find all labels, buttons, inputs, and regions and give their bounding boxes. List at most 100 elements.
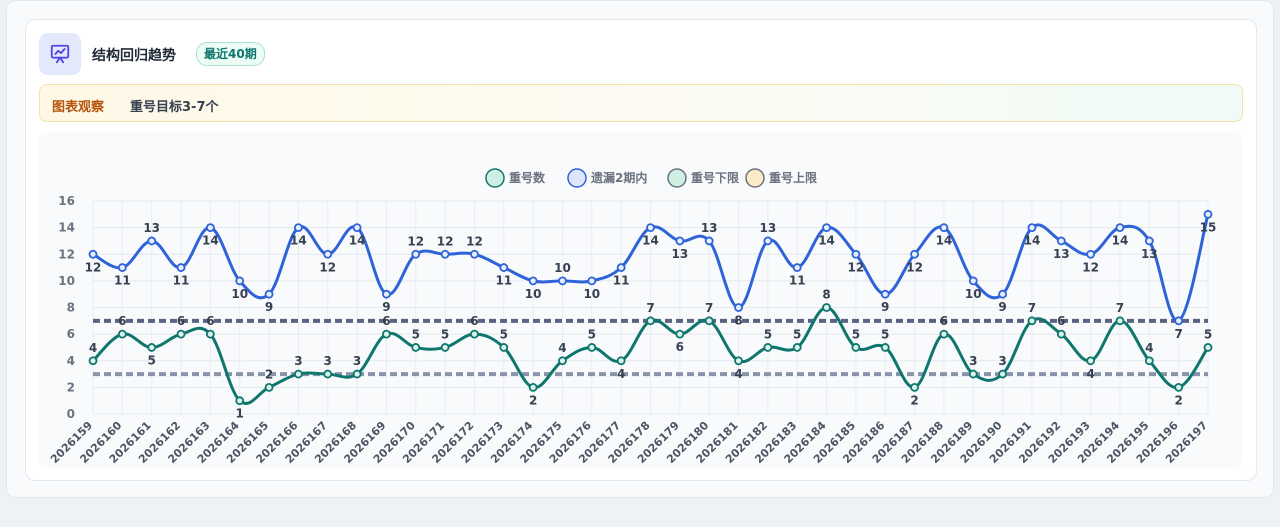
repeat-data-label: 3 bbox=[353, 354, 361, 368]
y-tick-label: 14 bbox=[58, 221, 75, 235]
repeat-point bbox=[1056, 329, 1066, 339]
repeat-data-label: 5 bbox=[852, 327, 860, 341]
missed-data-label: 14 bbox=[202, 234, 219, 248]
repeat-point bbox=[1203, 343, 1213, 352]
y-tick-label: 16 bbox=[58, 194, 75, 208]
missed-point bbox=[1174, 316, 1184, 326]
repeat-point bbox=[558, 356, 567, 366]
repeat-data-label: 6 bbox=[1057, 314, 1065, 328]
missed-data-label: 9 bbox=[998, 300, 1006, 314]
missed-point bbox=[411, 249, 421, 259]
y-tick-label: 0 bbox=[67, 407, 75, 421]
missed-point bbox=[939, 223, 949, 233]
missed-data-label: 12 bbox=[407, 234, 424, 248]
repeat-point bbox=[675, 329, 685, 339]
repeat-data-label: 3 bbox=[294, 354, 302, 368]
repeat-data-label: 2 bbox=[910, 393, 918, 407]
missed-data-label: 12 bbox=[466, 234, 483, 248]
page-container: 结构回归趋势 最近40期 图表观察 重号目标3-7个 重号数 遗漏2期内 重号下限 重… bbox=[6, 0, 1274, 498]
missed-point bbox=[88, 249, 98, 259]
repeat-point bbox=[968, 369, 978, 379]
repeat-data-label: 5 bbox=[881, 327, 889, 341]
repeat-point bbox=[587, 343, 597, 352]
missed-point bbox=[792, 263, 802, 272]
missed-point bbox=[1115, 223, 1125, 233]
y-tick-label: 12 bbox=[58, 247, 75, 261]
missed-data-label: 14 bbox=[642, 234, 659, 248]
repeat-data-label: 2 bbox=[1174, 393, 1182, 407]
repeat-point bbox=[939, 329, 949, 339]
missed-point bbox=[910, 249, 919, 259]
repeat-point bbox=[1086, 356, 1096, 366]
card-title: 结构回归趋势 bbox=[92, 48, 176, 64]
missed-data-label: 14 bbox=[818, 234, 835, 248]
missed-point bbox=[440, 249, 450, 259]
missed-point bbox=[264, 289, 274, 299]
missed-point bbox=[1056, 236, 1066, 246]
missed-point bbox=[235, 276, 245, 286]
missed-data-label: 11 bbox=[173, 274, 190, 288]
repeat-point bbox=[851, 343, 861, 352]
repeat-point bbox=[411, 343, 421, 352]
repeat-data-label: 5 bbox=[764, 327, 772, 341]
repeat-point bbox=[1144, 356, 1154, 366]
missed-data-label: 7 bbox=[1174, 327, 1182, 341]
missed-data-label: 10 bbox=[554, 261, 571, 275]
missed-data-label: 13 bbox=[701, 221, 718, 235]
missed-data-label: 9 bbox=[881, 300, 889, 314]
missed-data-label: 13 bbox=[671, 247, 688, 261]
legend-swatch bbox=[485, 168, 505, 188]
missed-point bbox=[704, 236, 714, 246]
missed-data-label: 13 bbox=[1053, 247, 1070, 261]
repeat-data-label: 5 bbox=[148, 353, 156, 367]
missed-data-label: 14 bbox=[1112, 234, 1129, 248]
missed-data-label: 15 bbox=[1200, 220, 1217, 234]
missed-data-label: 13 bbox=[1141, 247, 1158, 261]
repeat-data-label: 2 bbox=[265, 367, 273, 381]
missed-data-label: 11 bbox=[789, 274, 806, 288]
repeat-point bbox=[147, 343, 157, 352]
missed-point bbox=[1203, 209, 1213, 219]
repeat-data-label: 5 bbox=[412, 327, 420, 341]
repeat-point bbox=[910, 382, 919, 392]
missed-data-label: 12 bbox=[1082, 260, 1099, 274]
repeat-point bbox=[763, 343, 773, 352]
repeat-point bbox=[293, 369, 303, 379]
y-tick-label: 10 bbox=[58, 274, 75, 288]
y-tick-label: 8 bbox=[67, 301, 75, 315]
repeat-point bbox=[1027, 316, 1037, 326]
repeat-data-label: 8 bbox=[822, 288, 830, 302]
missed-data-label: 11 bbox=[495, 274, 512, 288]
missed-data-label: 12 bbox=[906, 260, 923, 274]
repeat-data-label: 1 bbox=[236, 407, 244, 421]
repeat-point bbox=[792, 343, 802, 352]
repeat-point bbox=[205, 329, 215, 339]
period-badge: 最近40期 bbox=[196, 42, 265, 66]
missed-data-label: 13 bbox=[143, 221, 160, 235]
legend-label: 重号上限 bbox=[769, 170, 817, 185]
missed-data-label: 14 bbox=[290, 234, 307, 248]
missed-point bbox=[1027, 223, 1037, 233]
missed-point bbox=[528, 276, 538, 286]
repeat-point bbox=[528, 382, 538, 392]
repeat-data-label: 6 bbox=[206, 314, 214, 328]
missed-point bbox=[851, 249, 861, 259]
repeat-point bbox=[235, 396, 245, 406]
repeat-point bbox=[822, 303, 831, 312]
repeat-data-label: 6 bbox=[940, 314, 948, 328]
legend-swatch bbox=[745, 168, 765, 188]
repeat-data-label: 3 bbox=[324, 354, 332, 368]
repeat-point bbox=[646, 316, 655, 326]
missed-data-label: 8 bbox=[734, 314, 742, 328]
y-tick-label: 4 bbox=[67, 354, 75, 368]
repeat-point bbox=[616, 356, 626, 366]
missed-point bbox=[1086, 249, 1096, 259]
missed-data-label: 10 bbox=[231, 287, 248, 301]
missed-data-label: 12 bbox=[319, 260, 336, 274]
missed-point bbox=[558, 276, 567, 286]
repeat-data-label: 3 bbox=[969, 354, 977, 368]
missed-point bbox=[323, 249, 333, 259]
missed-point bbox=[499, 263, 509, 272]
missed-data-label: 9 bbox=[265, 300, 273, 314]
